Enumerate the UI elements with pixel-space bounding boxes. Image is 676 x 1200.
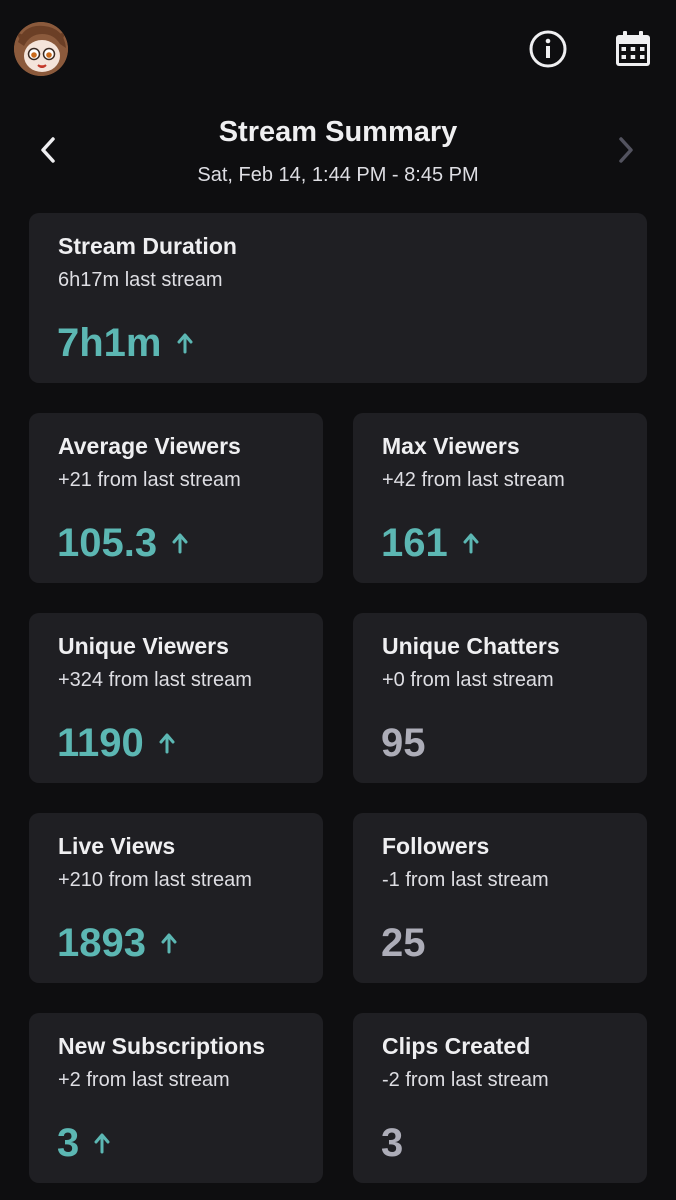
info-icon[interactable] [526, 27, 570, 71]
arrow-up-icon [176, 332, 194, 354]
stat-title: Followers [382, 833, 490, 859]
stat-comparison: 6h17m last stream [58, 269, 223, 291]
stat-value-text: 105.3 [57, 521, 158, 565]
stat-comparison: +324 from last stream [58, 669, 252, 691]
stat-value-text: 7h1m [57, 321, 162, 365]
stat-value-text: 25 [381, 921, 426, 965]
stat-value-text: 1893 [57, 921, 146, 965]
arrow-up-icon [171, 532, 189, 554]
stat-comparison: +21 from last stream [58, 469, 241, 491]
stat-comparison: -2 from last stream [382, 1069, 549, 1091]
stat-value: 3 [57, 1119, 111, 1167]
arrow-up-icon [462, 532, 480, 554]
stat-card-average-viewers: Average Viewers +21 from last stream 105… [29, 413, 323, 583]
calendar-icon[interactable] [611, 27, 655, 71]
stat-value: 1190 [57, 719, 176, 767]
stat-comparison: +0 from last stream [382, 669, 554, 691]
stat-comparison: +2 from last stream [58, 1069, 230, 1091]
stat-title: Max Viewers [382, 433, 520, 459]
stat-title: Unique Viewers [58, 633, 229, 659]
arrow-up-icon [158, 732, 176, 754]
stat-card-followers: Followers -1 from last stream 25 [353, 813, 647, 983]
top-bar [0, 0, 676, 100]
stat-card-live-views: Live Views +210 from last stream 1893 [29, 813, 323, 983]
stat-comparison: +210 from last stream [58, 869, 252, 891]
stat-card-unique-chatters: Unique Chatters +0 from last stream 95 [353, 613, 647, 783]
stat-card-clips-created: Clips Created -2 from last stream 3 [353, 1013, 647, 1183]
stat-title: Live Views [58, 833, 176, 859]
stat-value-text: 1190 [57, 721, 144, 765]
arrow-up-icon [160, 932, 178, 954]
stat-value: 25 [381, 919, 426, 967]
stat-title: Stream Duration [58, 233, 237, 259]
stat-value: 95 [381, 719, 426, 767]
stat-value: 161 [381, 519, 480, 567]
stat-card-stream-duration: Stream Duration 6h17m last stream 7h1m [29, 213, 647, 383]
stat-value-text: 95 [381, 721, 426, 765]
stat-comparison: -1 from last stream [382, 869, 549, 891]
stat-value-text: 161 [381, 521, 448, 565]
stat-value: 1893 [57, 919, 178, 967]
chevron-left-icon[interactable] [28, 128, 68, 172]
stat-title: Clips Created [382, 1033, 531, 1059]
summary-header: Stream Summary Sat, Feb 14, 1:44 PM - 8:… [0, 110, 676, 200]
stat-value: 105.3 [57, 519, 189, 567]
stat-value-text: 3 [57, 1121, 80, 1165]
stat-title: Unique Chatters [382, 633, 560, 659]
chevron-right-icon[interactable] [606, 128, 646, 172]
stat-card-max-viewers: Max Viewers +42 from last stream 161 [353, 413, 647, 583]
date-range: Sat, Feb 14, 1:44 PM - 8:45 PM [197, 164, 479, 186]
arrow-up-icon [93, 1132, 111, 1154]
avatar[interactable] [14, 22, 68, 76]
stat-title: Average Viewers [58, 433, 241, 459]
page-title: Stream Summary [218, 116, 458, 148]
stat-comparison: +42 from last stream [382, 469, 565, 491]
stat-title: New Subscriptions [58, 1033, 266, 1059]
stat-value-text: 3 [381, 1121, 404, 1165]
stat-card-new-subscriptions: New Subscriptions +2 from last stream 3 [29, 1013, 323, 1183]
stat-card-unique-viewers: Unique Viewers +324 from last stream 119… [29, 613, 323, 783]
avatar-image [14, 22, 68, 76]
stat-value: 3 [381, 1119, 403, 1167]
stat-value: 7h1m [57, 319, 194, 367]
